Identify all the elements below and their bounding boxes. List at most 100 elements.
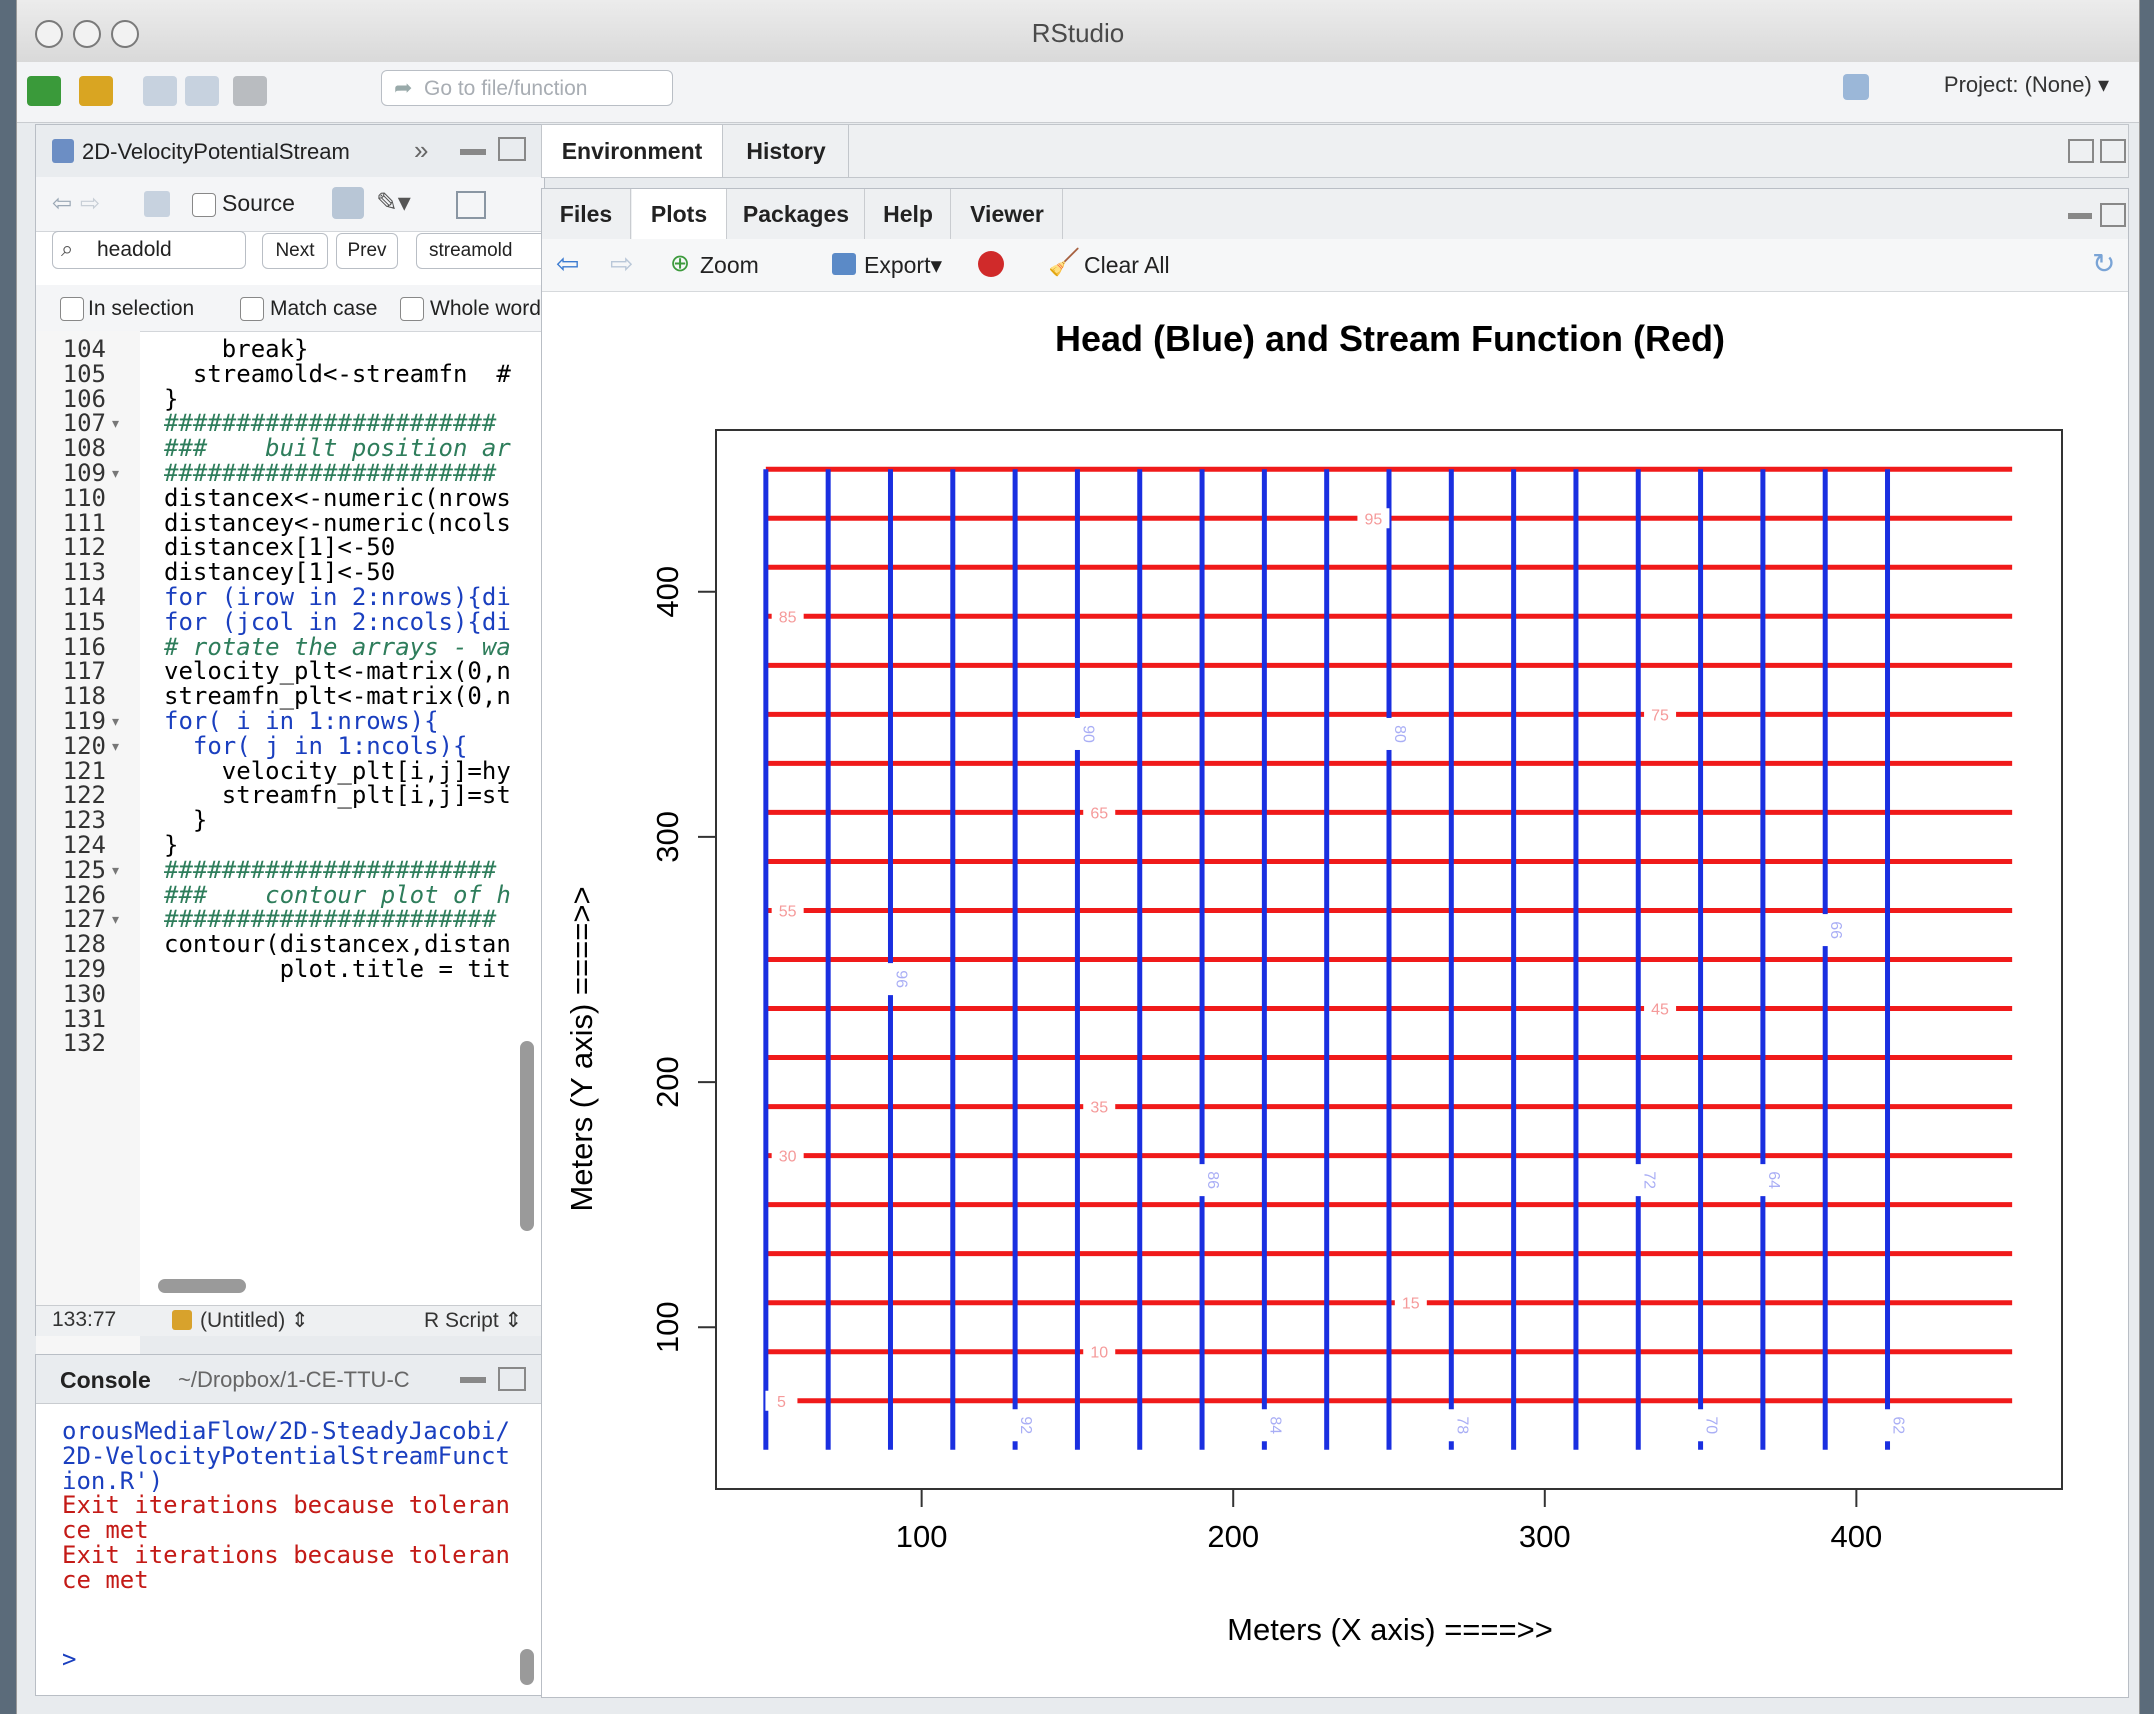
maximize-pane-icon[interactable] [2100,139,2126,163]
fold-toggle-icon[interactable]: ▾ [112,737,120,754]
minimize-pane-icon[interactable] [460,1377,486,1383]
line-number: 124 [62,831,106,859]
search-icon[interactable] [332,187,364,219]
console-line: orousMediaFlow/2D-SteadyJacobi/ [62,1417,510,1445]
code-line: distancey<-numeric(ncols [164,508,511,537]
goto-file-input[interactable]: ➦ Go to file/function [381,70,673,106]
previous-plot-icon[interactable]: ⇦ [556,248,580,279]
minimize-pane-icon[interactable] [2068,213,2092,219]
back-arrow-icon[interactable]: ⇦ [52,190,73,217]
label-gap [1083,802,1116,823]
console-line: Exit iterations because toleran [62,1541,510,1569]
open-file-icon[interactable] [79,76,113,106]
clear-all-button[interactable]: Clear All [1084,252,1170,278]
save-icon[interactable] [144,191,170,217]
source-on-save-checkbox[interactable] [192,193,216,217]
head-contour-label: 62 [1890,1416,1907,1434]
save-all-icon[interactable] [185,76,219,106]
maximize-pane-icon[interactable] [2100,203,2126,227]
head-contour-label: 86 [1204,1171,1221,1189]
export-label: Export [864,252,931,278]
code-line: distancex<-numeric(nrows [164,483,511,512]
line-number: 121 [62,756,106,785]
line-number: 129 [62,955,106,983]
y-tick-label: 400 [650,566,685,618]
minimize-window-button[interactable] [73,20,101,48]
project-menu[interactable]: Project: (None) ▾ [1943,72,2109,97]
find-input[interactable]: ⌕ headold [52,231,246,269]
source-tab-title[interactable]: 2D-VelocityPotentialStream [82,139,350,164]
stream-contour-label: 30 [779,1149,797,1166]
fold-toggle-icon[interactable]: ▾ [112,713,120,729]
filetype-label[interactable]: R Script ⇕ [424,1309,523,1332]
console-path: ~/Dropbox/1-CE-TTU-C [178,1367,410,1392]
head-contour-label: 64 [1765,1171,1782,1189]
code-line: distancex[1]<-50 [164,533,396,562]
find-next-button[interactable]: Next [262,233,328,269]
export-menu[interactable]: Export▾ [864,252,943,278]
label-gap [765,1390,798,1411]
print-icon[interactable] [233,76,267,106]
head-contour-label: 80 [1391,725,1408,743]
in-selection-checkbox[interactable] [60,297,84,321]
project-label: Project: (None) [1943,72,2092,97]
stream-contour-label: 15 [1402,1296,1420,1313]
line-number: 122 [62,781,106,810]
line-number: 109 [62,459,106,487]
forward-arrow-icon[interactable]: ⇨ [80,190,101,217]
fold-toggle-icon[interactable]: ▾ [112,911,120,928]
label-gap [771,1145,804,1166]
console-line: ce met [62,1516,149,1545]
new-file-icon[interactable] [27,76,61,106]
source-toolbar: ⇦ ⇨ Source ✎▾ [36,177,544,232]
code-line: ####################### [164,459,497,487]
main-toolbar: ➦ Go to file/function Project: (None) ▾ [17,62,2139,123]
horizontal-scrollbar[interactable] [158,1279,246,1293]
maximize-pane-icon[interactable] [498,1367,526,1391]
line-number: 111 [62,508,106,537]
tab-environment[interactable]: Environment [542,125,723,177]
label-gap [1192,1164,1213,1197]
find-prev-button[interactable]: Prev [336,233,398,269]
tab-packages[interactable]: Packages [728,189,865,239]
code-line: streamfn_plt[i,j]=st [164,781,511,810]
magic-wand-icon[interactable]: ✎▾ [376,187,411,217]
minimize-pane-icon[interactable] [460,149,486,155]
next-plot-icon[interactable]: ⇨ [610,248,634,279]
console-title[interactable]: Console [60,1367,151,1393]
close-window-button[interactable] [35,20,63,48]
whole-word-checkbox[interactable] [400,297,424,321]
code-editor[interactable]: 104 break} 105 streamold<-streamfn # 106} 1… [36,331,544,1421]
code-line: streamold<-streamfn # [164,359,511,388]
label-gap [1379,717,1399,750]
vertical-scrollbar[interactable] [520,1041,534,1231]
fold-toggle-icon[interactable]: ▾ [112,465,120,481]
title-bar: RStudio [17,0,2139,63]
console-prompt[interactable]: > [62,1645,77,1673]
tab-plots[interactable]: Plots [632,189,727,239]
more-tabs-icon[interactable]: » [414,135,429,165]
refresh-icon[interactable]: ↻ [2092,248,2116,279]
label-gap [1005,1409,1026,1442]
fold-toggle-icon[interactable]: ▾ [112,861,120,878]
outline-icon[interactable] [456,191,486,219]
tab-files[interactable]: Files [542,189,631,239]
y-tick-label: 100 [650,1301,685,1353]
zoom-button[interactable]: Zoom [700,252,759,278]
restore-pane-icon[interactable] [2068,139,2094,163]
match-case-checkbox[interactable] [240,297,264,321]
tab-viewer[interactable]: Viewer [952,189,1063,239]
save-icon[interactable] [143,76,177,106]
fold-toggle-icon[interactable]: ▾ [112,415,120,432]
rstudio-window: RStudio ➦ Go to file/function Project: (… [16,0,2140,1714]
zoom-window-button[interactable] [111,20,139,48]
console-scrollbar[interactable] [520,1649,534,1685]
tab-history[interactable]: History [724,125,849,177]
remove-plot-icon[interactable] [978,251,1004,277]
console-line: ion.R') [62,1466,164,1495]
console-line: 2D-VelocityPotentialStreamFunct [62,1441,510,1470]
tab-help[interactable]: Help [866,189,951,239]
maximize-pane-icon[interactable] [498,137,526,161]
replace-input[interactable]: streamold [416,233,557,269]
scope-label[interactable]: (Untitled) ⇕ [200,1309,309,1332]
